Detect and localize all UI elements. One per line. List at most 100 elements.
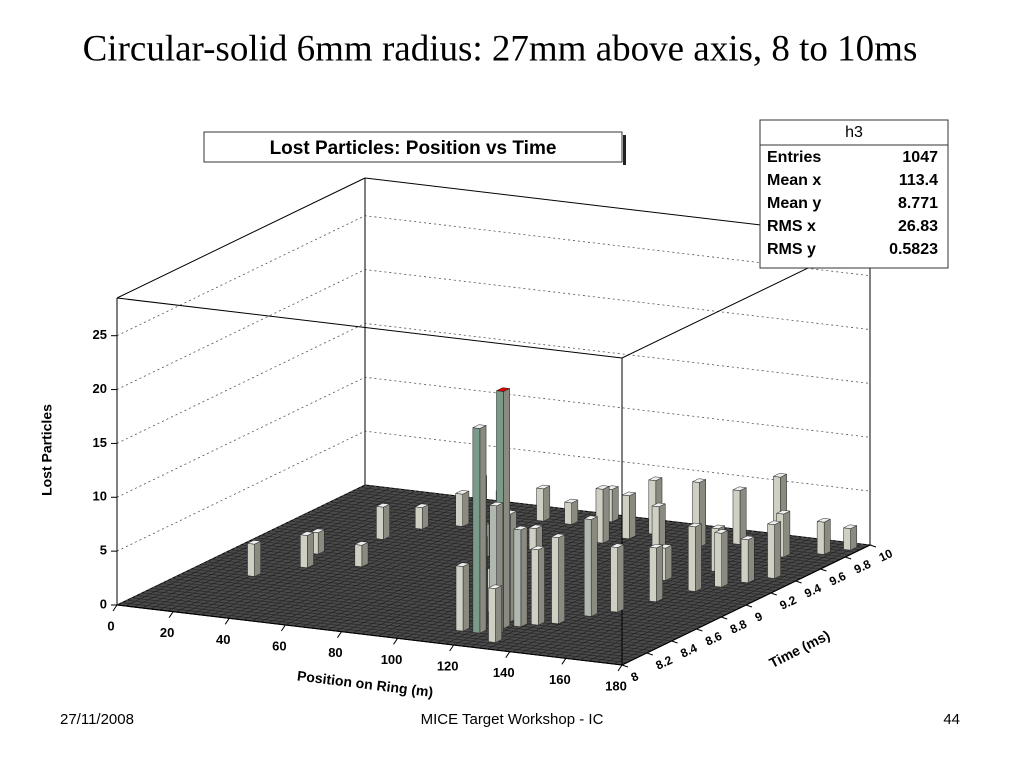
bar — [375, 503, 391, 540]
bar-top — [530, 545, 546, 551]
bar-side — [617, 544, 625, 613]
bar-top — [310, 528, 326, 533]
stats-value: 26.83 — [898, 218, 938, 235]
bar-front — [610, 546, 618, 613]
bar — [687, 522, 703, 592]
floor-mesh — [186, 571, 692, 632]
bar-front — [651, 505, 660, 551]
bar-front — [649, 546, 657, 603]
bar-side — [656, 544, 663, 603]
frame — [116, 177, 366, 299]
bar — [487, 584, 503, 643]
bar-side — [254, 540, 261, 577]
bar-side — [538, 546, 545, 626]
bar-side — [543, 485, 551, 522]
title-mask — [0, 88, 1024, 120]
bar-front — [688, 525, 696, 592]
bar-top — [535, 484, 551, 490]
x-tick — [561, 658, 567, 665]
bar-top — [353, 541, 369, 546]
frame — [116, 297, 623, 359]
stats-value: 1047 — [902, 149, 938, 166]
bar-top — [595, 485, 611, 490]
floor-mesh — [141, 592, 647, 654]
bar-top — [455, 562, 471, 567]
bar-front — [816, 521, 825, 555]
x-tick-label: 160 — [549, 672, 571, 687]
bar-top — [842, 524, 858, 529]
bar — [353, 541, 369, 568]
grid-line — [116, 376, 871, 498]
footer-date: 27/11/2008 — [60, 711, 134, 728]
bar-top — [454, 490, 470, 495]
frame — [116, 604, 623, 666]
bar-top — [609, 543, 625, 548]
bar-top — [528, 524, 544, 529]
floor-mesh — [196, 566, 702, 627]
bar — [713, 529, 729, 588]
bar-front — [551, 536, 559, 625]
bar-front — [455, 565, 464, 632]
bar — [455, 562, 471, 632]
bar-side — [495, 585, 502, 643]
bar — [740, 535, 756, 584]
y-tick — [621, 664, 629, 668]
y-tick — [745, 604, 753, 608]
stats-value: 8.771 — [898, 195, 938, 212]
stats-value: 0.5823 — [889, 241, 938, 258]
x-tick — [449, 644, 455, 652]
bar-top — [687, 522, 703, 528]
z-axis-title: Lost Particles — [39, 404, 55, 496]
bar-side — [629, 492, 636, 540]
x-tick-label: 180 — [605, 678, 627, 693]
floor-mesh — [191, 568, 697, 630]
x-tick-label: 80 — [328, 645, 342, 660]
stats-label: Mean x — [767, 172, 821, 189]
y-tick-label: 8 — [629, 669, 641, 685]
stats-label: Mean y — [767, 195, 821, 212]
floor-mesh — [156, 585, 662, 647]
y-tick — [869, 544, 877, 548]
bar-front — [622, 494, 630, 540]
bar-front — [488, 587, 496, 643]
stats-title: h3 — [845, 124, 863, 141]
x-tick — [617, 664, 623, 672]
bar-top — [775, 509, 791, 515]
y-tick — [795, 580, 802, 584]
bar-front — [513, 528, 522, 628]
stats-label: Entries — [767, 149, 821, 166]
bar-side — [383, 503, 390, 540]
bar-front — [300, 534, 308, 569]
stats-label: RMS x — [767, 218, 816, 235]
bar-top — [513, 525, 528, 531]
z-tick-label: 15 — [93, 435, 107, 450]
bar — [454, 490, 470, 527]
x-tick-label: 40 — [216, 632, 230, 647]
slide-title: Circular-solid 6mm radius: 27mm above ax… — [83, 28, 918, 69]
bar-top — [732, 486, 748, 491]
bar-top — [487, 584, 503, 589]
y-tick-label: 8.8 — [728, 617, 749, 637]
y-tick — [820, 568, 827, 572]
bar-side — [823, 518, 831, 555]
bar-side — [361, 541, 369, 568]
bar-top — [816, 518, 832, 523]
bar-side — [747, 536, 755, 584]
bar — [621, 491, 637, 540]
bar-front — [414, 506, 423, 530]
bar-top — [583, 515, 599, 520]
bar-side — [558, 534, 566, 625]
y-tick-label: 8.4 — [678, 641, 699, 661]
footer-page: 44 — [943, 711, 960, 728]
stats-value: 113.4 — [899, 172, 938, 189]
floor-mesh — [176, 575, 682, 637]
bar-side — [665, 544, 673, 581]
floor-mesh — [126, 599, 632, 661]
floor-mesh — [171, 578, 677, 639]
x-tick-label: 100 — [381, 652, 403, 667]
bar-front — [531, 548, 539, 626]
footer-center: MICE Target Workshop - IC — [421, 711, 604, 728]
y-tick-label: 9.8 — [852, 557, 873, 577]
bar — [563, 498, 579, 525]
bar-front — [472, 427, 481, 634]
